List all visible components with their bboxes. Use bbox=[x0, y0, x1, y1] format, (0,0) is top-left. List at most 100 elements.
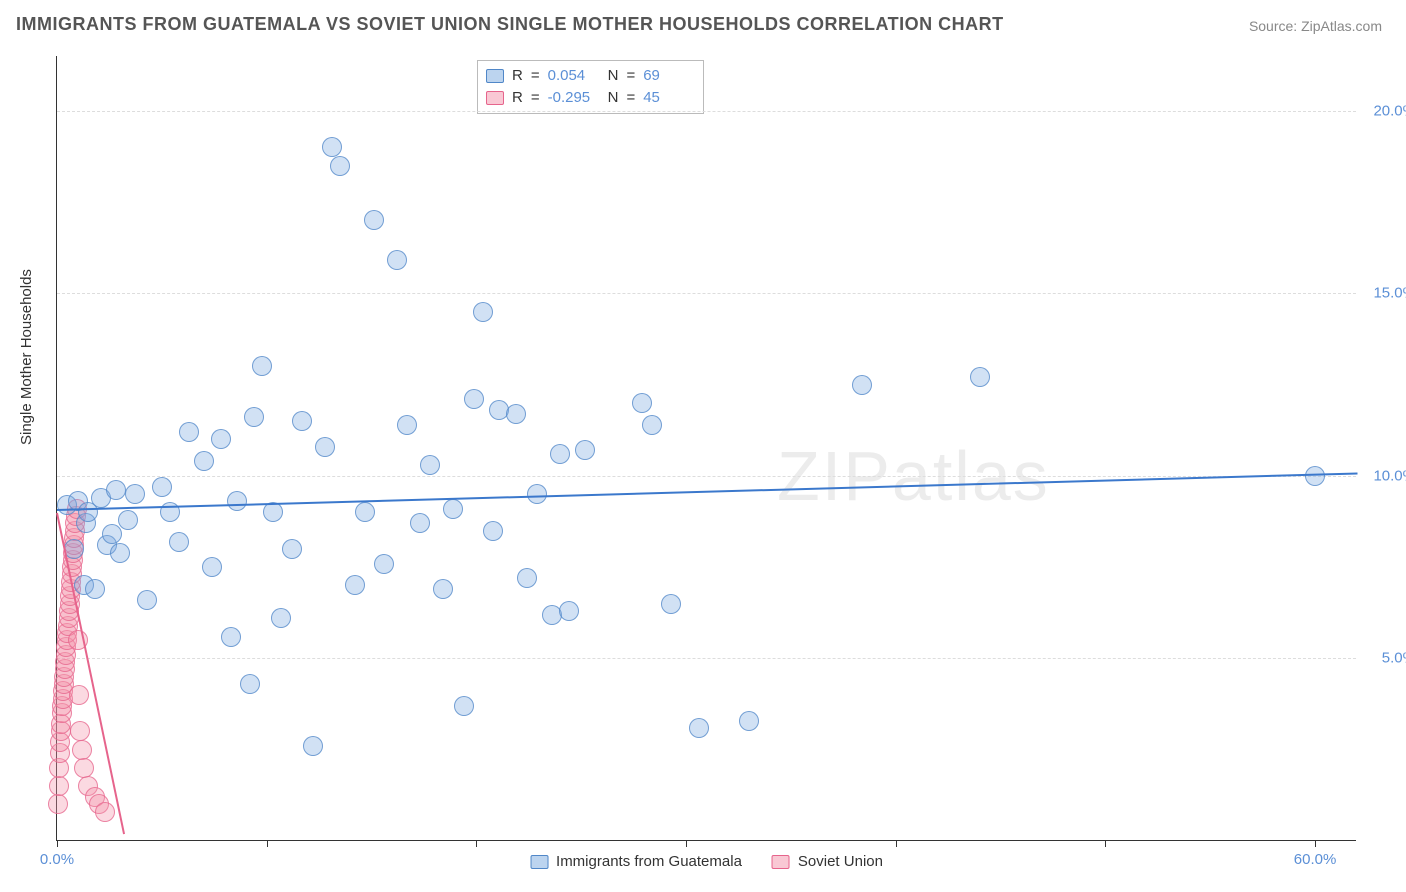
stat-eq: = bbox=[531, 65, 540, 87]
y-tick-label: 5.0% bbox=[1366, 650, 1406, 667]
scatter-point bbox=[420, 455, 440, 475]
x-tick bbox=[476, 840, 477, 847]
scatter-point bbox=[282, 539, 302, 559]
legend-item-pink: Soviet Union bbox=[772, 853, 883, 870]
grid-line bbox=[57, 476, 1356, 477]
scatter-point bbox=[464, 389, 484, 409]
chart-title: IMMIGRANTS FROM GUATEMALA VS SOVIET UNIO… bbox=[16, 14, 1004, 35]
stats-row-blue: R = 0.054 N = 69 bbox=[486, 65, 695, 87]
y-tick-label: 20.0% bbox=[1366, 102, 1406, 119]
scatter-point bbox=[49, 776, 69, 796]
scatter-point bbox=[169, 532, 189, 552]
stats-row-pink: R = -0.295 N = 45 bbox=[486, 87, 695, 109]
stat-R-label: R bbox=[512, 65, 523, 87]
scatter-point bbox=[739, 711, 759, 731]
scatter-point bbox=[263, 502, 283, 522]
x-tick bbox=[267, 840, 268, 847]
scatter-point bbox=[106, 480, 126, 500]
scatter-point bbox=[454, 696, 474, 716]
scatter-point bbox=[110, 543, 130, 563]
stat-eq2: = bbox=[626, 65, 635, 87]
scatter-point bbox=[48, 794, 68, 814]
scatter-point bbox=[970, 367, 990, 387]
scatter-point bbox=[137, 590, 157, 610]
scatter-point bbox=[575, 440, 595, 460]
x-tick bbox=[1105, 840, 1106, 847]
scatter-point bbox=[517, 568, 537, 588]
stat-eq3: = bbox=[531, 87, 540, 109]
scatter-point bbox=[315, 437, 335, 457]
scatter-point bbox=[271, 608, 291, 628]
trend-line-blue bbox=[57, 472, 1357, 511]
scatter-point bbox=[1305, 466, 1325, 486]
stat-N-pink: 45 bbox=[643, 87, 695, 109]
plot-area: ZIPatlas R = 0.054 N = 69 R = -0.295 N =… bbox=[56, 56, 1356, 841]
scatter-point bbox=[252, 356, 272, 376]
scatter-point bbox=[506, 404, 526, 424]
scatter-point bbox=[292, 411, 312, 431]
scatter-point bbox=[227, 491, 247, 511]
scatter-point bbox=[70, 721, 90, 741]
stats-box: R = 0.054 N = 69 R = -0.295 N = 45 bbox=[477, 60, 704, 114]
scatter-point bbox=[661, 594, 681, 614]
scatter-point bbox=[303, 736, 323, 756]
legend-label-blue: Immigrants from Guatemala bbox=[556, 853, 742, 870]
legend-swatch-pink-icon bbox=[772, 855, 790, 869]
legend-swatch-blue-icon bbox=[530, 855, 548, 869]
scatter-point bbox=[473, 302, 493, 322]
scatter-point bbox=[102, 524, 122, 544]
scatter-point bbox=[244, 407, 264, 427]
scatter-point bbox=[221, 627, 241, 647]
scatter-point bbox=[72, 740, 92, 760]
y-axis-label: Single Mother Households bbox=[18, 269, 35, 445]
source-label: Source: ZipAtlas.com bbox=[1249, 18, 1382, 34]
scatter-point bbox=[559, 601, 579, 621]
scatter-point bbox=[550, 444, 570, 464]
scatter-point bbox=[443, 499, 463, 519]
grid-line bbox=[57, 111, 1356, 112]
x-tick-label: 60.0% bbox=[1294, 851, 1337, 868]
x-tick bbox=[896, 840, 897, 847]
scatter-point bbox=[345, 575, 365, 595]
grid-line bbox=[57, 658, 1356, 659]
scatter-point bbox=[330, 156, 350, 176]
scatter-point bbox=[125, 484, 145, 504]
scatter-point bbox=[433, 579, 453, 599]
scatter-point bbox=[852, 375, 872, 395]
swatch-pink-icon bbox=[486, 91, 504, 105]
scatter-point bbox=[397, 415, 417, 435]
scatter-point bbox=[74, 758, 94, 778]
scatter-point bbox=[69, 685, 89, 705]
bottom-legend: Immigrants from Guatemala Soviet Union bbox=[530, 853, 883, 870]
scatter-point bbox=[410, 513, 430, 533]
scatter-point bbox=[211, 429, 231, 449]
scatter-point bbox=[179, 422, 199, 442]
scatter-point bbox=[152, 477, 172, 497]
scatter-point bbox=[355, 502, 375, 522]
stat-N-blue: 69 bbox=[643, 65, 695, 87]
swatch-blue-icon bbox=[486, 69, 504, 83]
legend-label-pink: Soviet Union bbox=[798, 853, 883, 870]
scatter-point bbox=[387, 250, 407, 270]
x-tick-label: 0.0% bbox=[40, 851, 74, 868]
scatter-point bbox=[364, 210, 384, 230]
scatter-point bbox=[202, 557, 222, 577]
scatter-point bbox=[240, 674, 260, 694]
x-tick bbox=[57, 840, 58, 847]
scatter-point bbox=[322, 137, 342, 157]
stat-R-blue: 0.054 bbox=[548, 65, 600, 87]
scatter-point bbox=[194, 451, 214, 471]
y-tick-label: 10.0% bbox=[1366, 467, 1406, 484]
scatter-point bbox=[642, 415, 662, 435]
y-tick-label: 15.0% bbox=[1366, 285, 1406, 302]
grid-line bbox=[57, 293, 1356, 294]
scatter-point bbox=[632, 393, 652, 413]
scatter-point bbox=[483, 521, 503, 541]
stat-N-label-2: N bbox=[608, 87, 619, 109]
scatter-point bbox=[527, 484, 547, 504]
scatter-point bbox=[689, 718, 709, 738]
scatter-point bbox=[374, 554, 394, 574]
scatter-point bbox=[95, 802, 115, 822]
stat-R-pink: -0.295 bbox=[548, 87, 600, 109]
stat-R-label-2: R bbox=[512, 87, 523, 109]
